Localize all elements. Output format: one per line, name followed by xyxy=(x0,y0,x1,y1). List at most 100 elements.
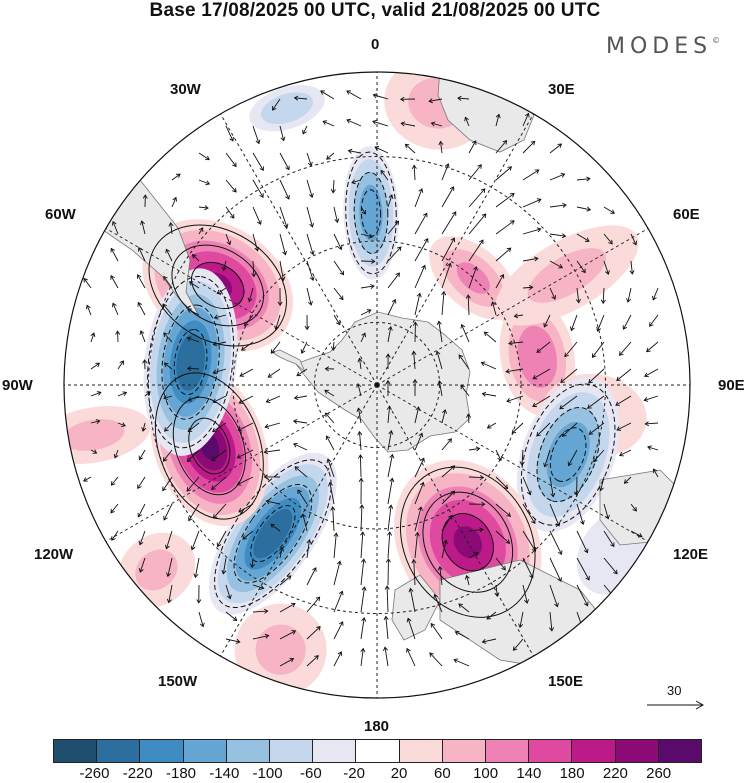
wind-arrow xyxy=(359,358,362,370)
wind-arrow xyxy=(597,314,605,332)
wind-arrow xyxy=(214,314,227,319)
wind-arrow xyxy=(549,260,563,269)
wind-arrow xyxy=(441,409,446,424)
wind-arrow-head xyxy=(632,240,637,246)
wind-arrow-head xyxy=(265,499,271,505)
wind-arrow xyxy=(164,422,173,432)
wind-arrow-head xyxy=(339,295,344,301)
wind-arrow-head xyxy=(388,504,394,509)
wind-arrow xyxy=(252,584,264,589)
wind-arrow-head xyxy=(645,347,651,353)
wind-arrow-head xyxy=(172,196,178,202)
wind-arrow-head xyxy=(509,193,515,198)
wind-arrow xyxy=(279,658,294,667)
wind-arrow xyxy=(163,503,173,521)
wind-arrow-head xyxy=(400,121,406,127)
wind-arrow-head xyxy=(534,256,539,262)
wind-arrow-head xyxy=(623,479,629,484)
wind-arrow-head xyxy=(411,350,417,356)
wind-arrow-head xyxy=(561,233,567,239)
wind-arrow-head xyxy=(644,372,649,378)
wind-arrow xyxy=(522,584,528,604)
wind-arrow xyxy=(186,476,200,492)
colorbar-tick-label: -140 xyxy=(209,765,240,782)
wind-arrow-head xyxy=(512,646,518,651)
meridian-line xyxy=(376,384,534,657)
wind-arrow xyxy=(414,293,421,316)
wind-arrow-head xyxy=(216,289,222,295)
wind-arrow xyxy=(429,98,443,102)
wind-arrow xyxy=(559,395,578,410)
wind-arrow xyxy=(252,206,262,225)
wind-arrow-head xyxy=(419,481,425,487)
wind-arrow xyxy=(114,449,119,459)
wind-arrow-head xyxy=(564,352,569,358)
wind-arrow-head xyxy=(196,599,202,604)
wind-arrow-head xyxy=(296,371,302,377)
wind-arrow-head xyxy=(358,477,364,483)
wind-arrow xyxy=(252,233,259,251)
colorbar-cell xyxy=(270,740,314,762)
wind-arrow xyxy=(576,584,589,606)
wind-arrow-head xyxy=(240,346,246,351)
meridian-line xyxy=(220,113,378,386)
wind-arrow-head xyxy=(370,283,375,289)
wind-arrow-head xyxy=(255,139,261,145)
wind-arrow-head xyxy=(360,647,366,653)
wind-arrow xyxy=(468,552,479,559)
wind-arrow-head xyxy=(356,407,362,413)
wind-arrow xyxy=(385,616,389,640)
wind-arrow-head xyxy=(457,95,462,101)
wind-arrow-head xyxy=(551,295,557,300)
wind-arrow xyxy=(144,391,151,397)
wind-arrow-head xyxy=(652,295,657,301)
wind-arrow-head xyxy=(110,508,115,514)
wind-arrow xyxy=(603,260,609,275)
wind-arrow-head xyxy=(338,621,344,626)
wind-arrow-head xyxy=(270,523,275,529)
colorbar xyxy=(53,739,702,763)
wind-arrow xyxy=(188,503,200,521)
wind-arrow-head xyxy=(264,423,270,429)
wind-arrow xyxy=(549,173,565,181)
wind-arrow-head xyxy=(444,163,450,168)
wind-arrow xyxy=(468,188,486,208)
wind-arrow xyxy=(441,211,457,235)
wind-arrow xyxy=(117,422,126,427)
pole-marker xyxy=(374,382,380,388)
wind-arrow xyxy=(251,557,254,568)
wind-arrow xyxy=(414,532,419,559)
wind-arrow-head xyxy=(384,585,390,590)
wind-arrow-head xyxy=(437,565,443,571)
contour-line xyxy=(147,276,235,449)
wind-arrow-head xyxy=(290,602,296,608)
wind-arrow xyxy=(302,513,308,532)
wind-arrow-head xyxy=(437,380,443,385)
wind-arrow xyxy=(327,458,335,478)
wind-arrow xyxy=(252,152,264,171)
wind-arrow-head xyxy=(511,429,517,434)
wind-arrow-head xyxy=(383,615,389,621)
wind-arrow xyxy=(602,287,605,304)
wind-arrow-head xyxy=(325,435,331,441)
wind-arrow-head xyxy=(113,453,119,459)
colorbar-cell xyxy=(313,740,357,762)
wind-arrow xyxy=(487,422,497,429)
wind-arrow xyxy=(211,476,227,490)
contour-line xyxy=(161,304,220,420)
wind-arrow-head xyxy=(421,264,426,270)
wind-arrow xyxy=(460,385,470,397)
wind-arrow-head xyxy=(451,211,457,216)
wind-arrow xyxy=(414,188,423,208)
wind-arrow xyxy=(536,422,551,437)
wind-arrow-head xyxy=(442,539,448,545)
wind-arrow-head xyxy=(385,558,391,563)
wind-arrow-head xyxy=(417,506,423,511)
new-zealand xyxy=(391,574,441,641)
lon-label-120w: 120W xyxy=(34,546,74,563)
wind-arrow xyxy=(560,368,578,383)
wind-arrow-head xyxy=(238,399,244,404)
wind-arrow-head xyxy=(408,587,414,593)
wind-arrow-head xyxy=(481,501,486,507)
wind-arrow xyxy=(522,557,534,578)
